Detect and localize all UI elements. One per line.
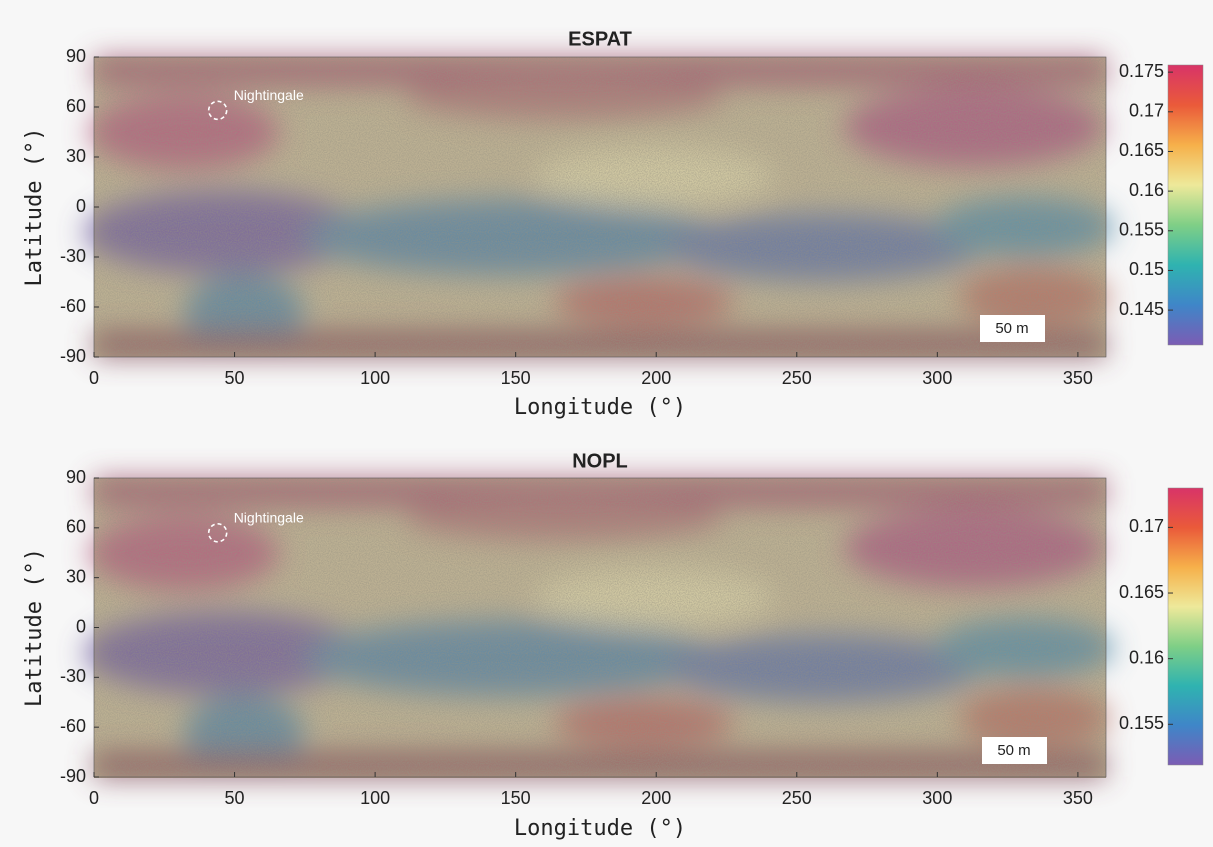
y-tick-label: -30: [60, 246, 86, 266]
y-tick-label: -90: [60, 766, 86, 786]
x-tick-label: 0: [89, 788, 99, 808]
x-tick-label: 300: [922, 368, 952, 388]
colorbar-tick-label: 0.175: [1119, 61, 1164, 81]
y-tick-label: -30: [60, 666, 86, 686]
scale-bar-label: 50 m: [997, 742, 1030, 759]
x-tick-label: 0: [89, 368, 99, 388]
x-tick-label: 50: [225, 368, 245, 388]
x-tick-label: 350: [1063, 788, 1093, 808]
colorbar-tick-label: 0.16: [1129, 180, 1164, 200]
y-axis-label: Latitude (°): [22, 128, 47, 287]
scale-bar-box: [982, 737, 1047, 764]
x-tick-label: 200: [641, 788, 671, 808]
y-tick-label: 30: [66, 146, 86, 166]
colorbar-tick-label: 0.165: [1119, 140, 1164, 160]
y-tick-label: 60: [66, 96, 86, 116]
y-tick-label: -60: [60, 716, 86, 736]
scale-bar-label: 50 m: [995, 320, 1028, 337]
x-tick-label: 350: [1063, 368, 1093, 388]
x-tick-label: 50: [225, 788, 245, 808]
y-tick-label: 60: [66, 517, 86, 537]
colorbar-tick-label: 0.17: [1129, 101, 1164, 121]
colorbar-tick-label: 0.155: [1119, 220, 1164, 240]
y-tick-label: -60: [60, 296, 86, 316]
colorbar-tick-label: 0.155: [1119, 713, 1164, 733]
x-axis-label: Longitude (°): [514, 395, 686, 420]
y-tick-label: 0: [76, 196, 86, 216]
colorbar: [1167, 64, 1204, 346]
x-tick-label: 100: [360, 788, 390, 808]
colorbar-tick-label: 0.16: [1129, 647, 1164, 667]
colorbar: [1167, 487, 1204, 766]
crater-label: Nightingale: [234, 510, 304, 526]
y-tick-label: 0: [76, 616, 86, 636]
x-tick-label: 250: [782, 788, 812, 808]
panel-title: ESPAT: [568, 28, 632, 50]
colorbar-tick-label: 0.145: [1119, 299, 1164, 319]
x-tick-label: 300: [922, 788, 952, 808]
y-tick-label: 30: [66, 566, 86, 586]
y-tick-label: 90: [66, 46, 86, 66]
crater-label: Nightingale: [234, 87, 304, 103]
x-axis-label: Longitude (°): [514, 816, 686, 841]
scale-bar-box: [980, 315, 1045, 342]
colorbar-tick-label: 0.17: [1129, 516, 1164, 536]
y-axis-label: Latitude (°): [22, 548, 47, 707]
y-tick-label: 90: [66, 467, 86, 487]
colorbar-tick-label: 0.165: [1119, 582, 1164, 602]
colorbar-tick-label: 0.15: [1129, 259, 1164, 279]
panel-title: NOPL: [572, 450, 628, 472]
x-tick-label: 250: [782, 368, 812, 388]
y-tick-label: -90: [60, 346, 86, 366]
crater-marker: [207, 523, 228, 543]
x-tick-label: 100: [360, 368, 390, 388]
crater-marker: [207, 100, 228, 121]
x-tick-label: 200: [641, 368, 671, 388]
x-tick-label: 150: [501, 788, 531, 808]
x-tick-label: 150: [501, 368, 531, 388]
